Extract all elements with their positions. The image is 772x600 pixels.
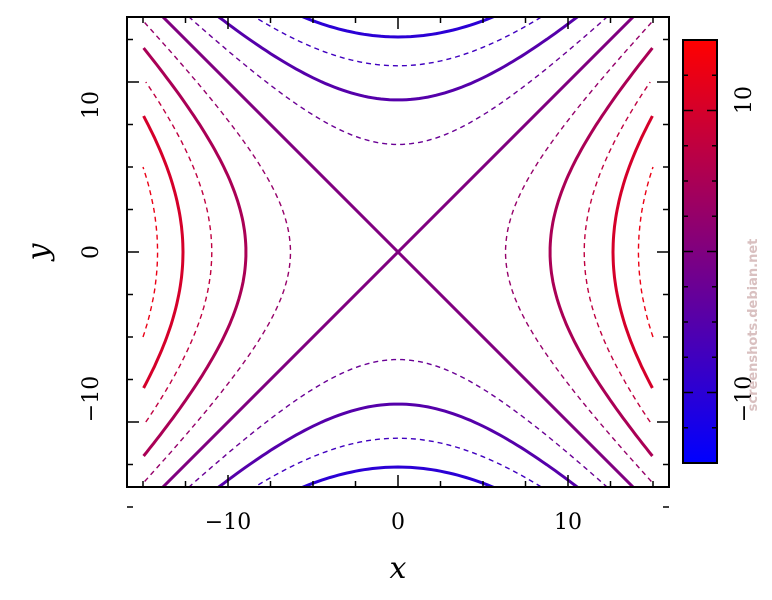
colorbar-ticks: [683, 39, 717, 464]
contour-solid-level-branch-2: [142, 115, 185, 389]
y-axis-label: y: [21, 242, 56, 262]
contour-solid-level-branch-1: [299, 17, 497, 39]
contour-dashed-level-branch-1: [188, 17, 609, 146]
colorbar-tick-label-10: 10: [732, 86, 757, 114]
contour-dashed-level-branch-1: [504, 22, 652, 482]
watermark: screenshots.debian.net: [746, 239, 761, 412]
contour-dashed-level-branch-1: [253, 17, 543, 67]
contour-dashed-level-branch-2: [188, 358, 609, 487]
contour-solid-level-branch-2: [299, 465, 497, 487]
x-axis-label: x: [390, 551, 407, 586]
contour-dashed-level-branch-1: [637, 166, 654, 338]
axis-ticks: [127, 17, 669, 508]
contour-solid-level-branch-1: [611, 115, 654, 389]
y-tick-label-10: 10: [79, 91, 104, 119]
x-tick-label-0: 0: [391, 510, 405, 535]
contour-zero-diagonal-2: [160, 17, 636, 487]
contour-dashed-level-branch-2: [313, 492, 483, 507]
y-tick-label-0: 0: [79, 245, 104, 259]
contour-lines: [142, 0, 654, 507]
x-tick-label-10: 10: [554, 510, 582, 535]
contour-solid-level-branch-1: [548, 47, 654, 457]
contour-dashed-level-branch-2: [144, 22, 292, 482]
contour-solid-level-branch-2: [142, 47, 248, 457]
contour-dashed-level-branch-2: [145, 81, 213, 423]
contour-dashed-level-branch-1: [583, 81, 651, 423]
x-tick-label-neg10: −10: [205, 510, 251, 535]
colorbar-tick-label-neg10: −10: [732, 376, 757, 422]
contour-solid-level-branch-2: [216, 402, 580, 487]
contour-dashed-level-branch-2: [253, 437, 543, 487]
y-tick-label-neg10: −10: [79, 376, 104, 422]
contour-dashed-level-branch-1: [313, 0, 483, 12]
contour-dashed-level-branch-2: [142, 166, 159, 338]
contour-solid-level-branch-1: [216, 17, 580, 102]
